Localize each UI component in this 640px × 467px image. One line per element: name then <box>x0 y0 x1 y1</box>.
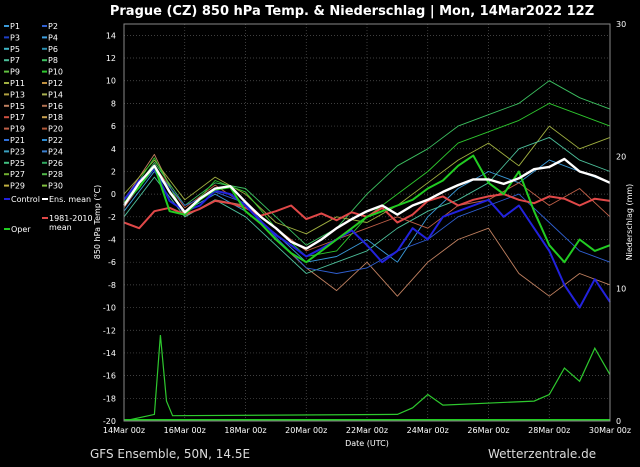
y-tick-label: 10 <box>106 77 116 86</box>
legend-label: Ens. mean <box>49 195 91 204</box>
y-tick-label: -14 <box>103 349 116 358</box>
chart-title: Prague (CZ) 850 hPa Temp. & Niederschlag… <box>110 4 594 19</box>
legend-label: P28 <box>48 170 63 179</box>
x-tick-label: 20Mar 00z <box>285 426 327 435</box>
y-tick-label: -18 <box>103 394 116 403</box>
legend-label: P19 <box>10 125 25 134</box>
x-tick-label: 14Mar 00z <box>103 426 145 435</box>
y2-tick-label: 20 <box>616 152 626 161</box>
y-tick-label: 2 <box>111 167 116 176</box>
y2-tick-label: 10 <box>616 285 626 294</box>
series-line-p-mid6 <box>123 168 611 274</box>
y-axis-label: 850 hPa Temp (°C) <box>93 185 102 259</box>
series-line-p-mid4 <box>123 165 611 252</box>
model-info: GFS Ensemble, 50N, 14.5E <box>90 447 250 461</box>
series-line-p-high <box>123 80 611 246</box>
legend-label: P5 <box>10 45 20 54</box>
legend-label: P23 <box>10 147 25 156</box>
y-tick-label: -10 <box>103 304 116 313</box>
legend-label: 1981-2010 mean <box>49 214 93 232</box>
legend: P1 P2 P3 P4 P5 P6 P7 P8 P9 P10 P11 P12 P13 P14 P15 P16 P… <box>4 22 93 234</box>
y2-tick-label: 30 <box>616 20 626 29</box>
legend-label: P25 <box>10 159 25 168</box>
y-tick-label: -4 <box>108 236 116 245</box>
legend-label: P30 <box>48 182 63 191</box>
y2-axis-label: Niederschlag (mm) <box>625 184 634 261</box>
legend-label: P10 <box>48 68 63 77</box>
y-tick-label: -8 <box>108 281 116 290</box>
plot-frame <box>123 23 611 422</box>
precipitation-lines <box>123 334 611 422</box>
legend-label: Oper <box>11 225 31 234</box>
x-tick-label: 16Mar 00z <box>164 426 206 435</box>
main-series <box>123 154 611 309</box>
legend-label: P21 <box>10 136 25 145</box>
series-line-p-mid2 <box>123 125 611 235</box>
x-tick-label: 30Mar 00z <box>589 426 631 435</box>
y-axis-ticks: 14 12 10 8 6 4 2 0 -2 -4 -6 -8 -10 -12 -14 -16 -18 -20 <box>103 31 116 426</box>
precip-line <box>123 334 611 422</box>
series-line-ens-mean <box>123 157 611 250</box>
x-tick-label: 22Mar 00z <box>346 426 388 435</box>
legend-label: P15 <box>10 102 25 111</box>
y-tick-label: 6 <box>111 122 116 131</box>
legend-label: P2 <box>48 22 58 31</box>
legend-label: P18 <box>48 113 63 122</box>
legend-label: P4 <box>48 33 58 42</box>
y2-axis-ticks: 30 20 10 0 <box>616 20 626 426</box>
legend-label: P16 <box>48 102 63 111</box>
y-tick-label: -6 <box>108 258 116 267</box>
legend-label: P12 <box>48 79 63 88</box>
ensemble-members <box>123 80 611 297</box>
x-tick-label: 18Mar 00z <box>224 426 266 435</box>
y-tick-label: 0 <box>111 190 116 199</box>
legend-label: P7 <box>10 56 20 65</box>
legend-label: P3 <box>10 33 20 42</box>
legend-label: P6 <box>48 45 58 54</box>
legend-label: P17 <box>10 113 25 122</box>
y-tick-label: 12 <box>106 54 116 63</box>
legend-label: P27 <box>10 170 25 179</box>
legend-label: P11 <box>10 79 25 88</box>
y-tick-label: 4 <box>111 145 116 154</box>
y2-tick-label: 0 <box>616 417 621 426</box>
site-credit: Wetterzentrale.de <box>488 447 596 461</box>
legend-label: P20 <box>48 125 63 134</box>
x-tick-label: 28Mar 00z <box>528 426 570 435</box>
legend-label: P29 <box>10 182 25 191</box>
legend-label: P13 <box>10 90 25 99</box>
y-tick-label: -2 <box>108 213 116 222</box>
legend-label: P26 <box>48 159 63 168</box>
legend-label: P8 <box>48 56 58 65</box>
legend-label: Control <box>11 195 40 204</box>
legend-label: P9 <box>10 68 20 77</box>
legend-label: P24 <box>48 147 63 156</box>
x-tick-label: 26Mar 00z <box>467 426 509 435</box>
y-tick-label: -16 <box>103 372 116 381</box>
y-tick-label: 14 <box>106 31 116 40</box>
y-tick-label: -20 <box>103 417 116 426</box>
x-tick-label: 24Mar 00z <box>407 426 449 435</box>
x-axis-ticks: 14Mar 00z 16Mar 00z 18Mar 00z 20Mar 00z 22Ma… <box>103 426 631 435</box>
x-axis-label: Date (UTC) <box>345 439 389 448</box>
y-tick-label: -12 <box>103 326 116 335</box>
y-tick-label: 8 <box>111 99 116 108</box>
legend-label: P1 <box>10 22 20 31</box>
legend-label: P14 <box>48 90 63 99</box>
legend-label: P22 <box>48 136 63 145</box>
series-line-control <box>123 168 611 309</box>
series-line-p-mid3 <box>123 136 611 274</box>
